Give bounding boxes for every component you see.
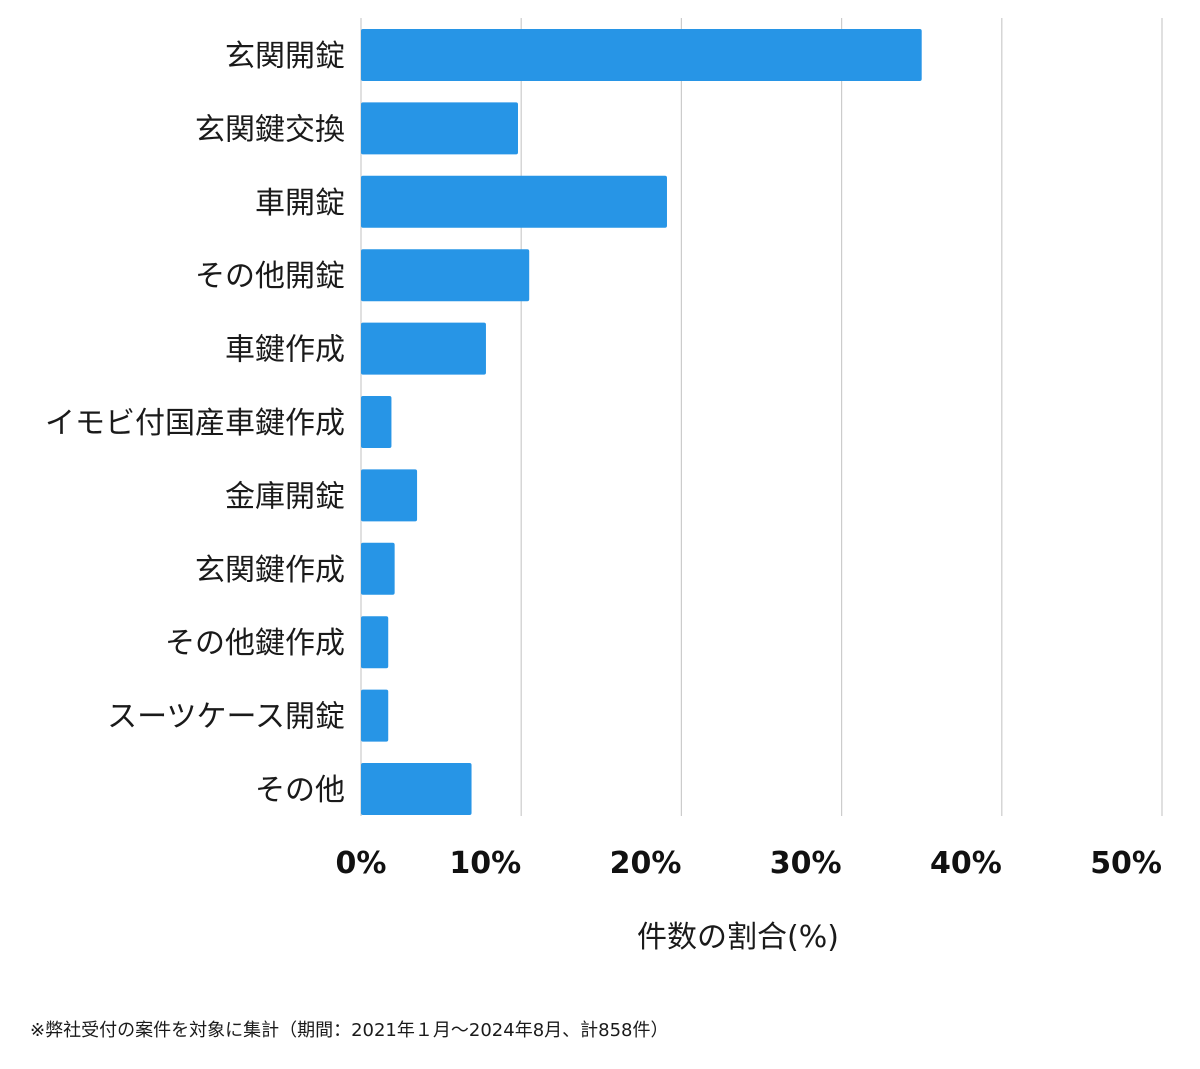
category-labels: 玄関開錠玄関鍵交換車開錠その他開錠車鍵作成イモビ付国産車鍵作成金庫開錠玄関鍵作成… bbox=[45, 39, 345, 808]
bar bbox=[361, 763, 472, 815]
category-label: その他鍵作成 bbox=[165, 626, 345, 661]
footnote: ※弊社受付の案件を対象に集計（期間：2021年１月〜2024年8月、計858件） bbox=[30, 1020, 669, 1041]
x-tick-label: 40% bbox=[930, 846, 1002, 881]
category-label: イモビ付国産車鍵作成 bbox=[45, 406, 345, 441]
x-tick-label: 50% bbox=[1090, 846, 1162, 881]
bar bbox=[361, 175, 667, 228]
x-axis-title: 件数の割合(%) bbox=[637, 920, 839, 955]
x-tick-label: 0% bbox=[336, 846, 387, 881]
category-label: 車鍵作成 bbox=[225, 333, 345, 368]
x-tick-label: 30% bbox=[770, 846, 842, 881]
x-tick-label: 20% bbox=[610, 846, 682, 881]
category-label: その他開錠 bbox=[195, 259, 345, 294]
bar-chart: 玄関開錠玄関鍵交換車開錠その他開錠車鍵作成イモビ付国産車鍵作成金庫開錠玄関鍵作成… bbox=[45, 18, 1163, 955]
category-label: 玄関鍵作成 bbox=[195, 553, 345, 588]
bar bbox=[361, 322, 486, 375]
category-label: 玄関開錠 bbox=[225, 39, 345, 74]
bar bbox=[361, 102, 518, 155]
bar bbox=[361, 542, 395, 595]
bar bbox=[361, 469, 418, 522]
bars bbox=[361, 29, 922, 815]
category-label: 車開錠 bbox=[255, 186, 345, 221]
x-tick-labels: 0% 10% 20% 30% 40% 50% bbox=[336, 846, 1162, 881]
bar bbox=[361, 396, 392, 448]
bar bbox=[361, 249, 530, 302]
category-label: 玄関鍵交換 bbox=[195, 112, 345, 147]
category-label: 金庫開錠 bbox=[225, 479, 345, 514]
x-tick-label: 10% bbox=[449, 846, 521, 881]
bar bbox=[361, 616, 389, 669]
bar bbox=[361, 29, 922, 81]
gridlines bbox=[360, 18, 1163, 816]
bar bbox=[361, 689, 389, 742]
category-label: スーツケース開錠 bbox=[107, 700, 345, 735]
category-label: その他 bbox=[255, 773, 345, 808]
